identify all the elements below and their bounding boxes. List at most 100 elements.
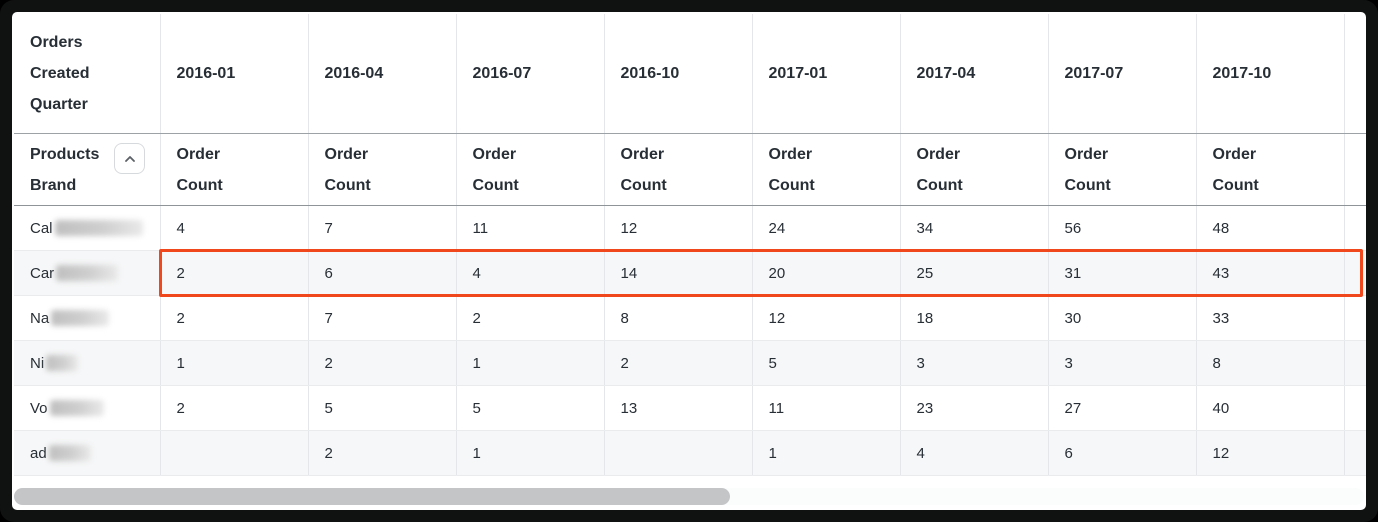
- order-count-cell: [1344, 205, 1366, 251]
- quarter-label: 2016-01: [176, 65, 236, 82]
- chevron-up-icon: [124, 155, 135, 162]
- order-count-cell: 25: [900, 250, 1049, 296]
- quarter-header-cell: [1344, 14, 1366, 134]
- order-count-cell: 3: [900, 340, 1049, 386]
- measure-header-cell: Order Count: [456, 133, 605, 206]
- order-count-cell: 11: [752, 385, 901, 431]
- table-row: Car 2 6 4 14 20 25 31 43: [14, 250, 1366, 296]
- order-count-cell: 4: [456, 250, 605, 296]
- quarter-label: 2017-07: [1064, 65, 1124, 82]
- order-count-cell: 4: [160, 205, 309, 251]
- horizontal-scrollbar-track[interactable]: [14, 488, 1364, 505]
- measure-header-cell: Order Count: [752, 133, 901, 206]
- order-count-cell: 2: [160, 250, 309, 296]
- quarter-header-cell: 2016-04: [308, 14, 457, 134]
- order-count-cell: [1344, 250, 1366, 296]
- measure-label: Order Count: [1064, 145, 1111, 194]
- brand-prefix-label: Ni: [30, 354, 45, 372]
- order-count-cell: [1344, 385, 1366, 431]
- order-count-cell: 13: [604, 385, 753, 431]
- table-row: Cal 4 7 11 12 24 34 56 48: [14, 205, 1366, 251]
- order-count-cell: 33: [1196, 295, 1345, 341]
- order-count-cell: 40: [1196, 385, 1345, 431]
- corner-header-label: Orders Created Quarter: [30, 34, 90, 113]
- measure-label: Order Count: [620, 145, 667, 194]
- order-count-cell: 3: [1048, 340, 1197, 386]
- order-count-cell: 2: [456, 295, 605, 341]
- brand-cell: Cal: [14, 205, 161, 251]
- order-count-cell: 7: [308, 205, 457, 251]
- horizontal-scrollbar-thumb[interactable]: [14, 488, 730, 505]
- order-count-cell: 2: [604, 340, 753, 386]
- table-row: ad 2 1 1 4 6 12: [14, 430, 1366, 476]
- measure-header-cell: Order Count: [160, 133, 309, 206]
- order-count-cell: 2: [160, 385, 309, 431]
- order-count-cell: 8: [604, 295, 753, 341]
- brand-cell: Car: [14, 250, 161, 296]
- quarter-label: 2017-01: [768, 65, 828, 82]
- redacted-brand-text: [54, 219, 143, 236]
- quarter-label: 2017-10: [1212, 65, 1272, 82]
- order-count-cell: 20: [752, 250, 901, 296]
- quarter-header-cell: 2017-07: [1048, 14, 1197, 134]
- quarter-label: 2016-07: [472, 65, 532, 82]
- measure-header-row: Products Brand Order Count Order Count Ord…: [14, 133, 1366, 206]
- order-count-cell: 34: [900, 205, 1049, 251]
- order-count-cell: 1: [456, 340, 605, 386]
- brand-prefix-label: Cal: [30, 219, 53, 237]
- measure-header-cell: Order Count: [900, 133, 1049, 206]
- order-count-cell: 18: [900, 295, 1049, 341]
- order-count-cell: 12: [604, 205, 753, 251]
- quarter-label: 2016-10: [620, 65, 680, 82]
- order-count-cell: [1344, 430, 1366, 476]
- order-count-cell: 30: [1048, 295, 1197, 341]
- collapse-header-button[interactable]: [114, 143, 145, 174]
- order-count-cell: [604, 430, 753, 476]
- quarter-header-cell: 2017-10: [1196, 14, 1345, 134]
- order-count-cell: [1344, 340, 1366, 386]
- quarter-label: 2016-04: [324, 65, 384, 82]
- order-count-cell: 1: [160, 340, 309, 386]
- order-count-cell: 56: [1048, 205, 1197, 251]
- table-row: Ni 1 2 1 2 5 3 3 8: [14, 340, 1366, 386]
- order-count-cell: 7: [308, 295, 457, 341]
- measure-header-cell: Order Count: [1196, 133, 1345, 206]
- measure-header-cell: [1344, 133, 1366, 206]
- quarter-header-cell: 2017-01: [752, 14, 901, 134]
- order-count-cell: 24: [752, 205, 901, 251]
- order-count-cell: 5: [308, 385, 457, 431]
- table-row: Na 2 7 2 8 12 18 30 33: [14, 295, 1366, 341]
- order-count-cell: 2: [308, 430, 457, 476]
- table-body: Cal 4 7 11 12 24 34 56 48 Car 2 6 4 14 20 25 31 43 Na 2 7 2 8 1…: [14, 205, 1366, 476]
- brand-cell: Na: [14, 295, 161, 341]
- order-count-cell: 12: [752, 295, 901, 341]
- brand-prefix-label: Na: [30, 309, 50, 327]
- redacted-brand-text: [51, 309, 110, 326]
- measure-header-cell: Order Count: [604, 133, 753, 206]
- order-count-cell: 4: [900, 430, 1049, 476]
- corner-header-cell: Orders Created Quarter: [14, 14, 161, 134]
- order-count-cell: 1: [456, 430, 605, 476]
- measure-label: Order Count: [472, 145, 519, 194]
- brand-prefix-label: ad: [30, 444, 47, 462]
- measure-header-cell: Order Count: [308, 133, 457, 206]
- redacted-brand-text: [56, 264, 119, 281]
- measure-label: Order Count: [768, 145, 815, 194]
- order-count-cell: 43: [1196, 250, 1345, 296]
- brand-cell: Vo: [14, 385, 161, 431]
- table-row: Vo 2 5 5 13 11 23 27 40: [14, 385, 1366, 431]
- order-count-cell: [1344, 295, 1366, 341]
- brand-cell: Ni: [14, 340, 161, 386]
- order-count-cell: 12: [1196, 430, 1345, 476]
- order-count-cell: 5: [752, 340, 901, 386]
- row-dimension-header-cell: Products Brand: [14, 133, 161, 206]
- order-count-cell: 5: [456, 385, 605, 431]
- table-panel: Orders Created Quarter 2016-01 2016-04 201…: [12, 12, 1366, 510]
- redacted-brand-text: [49, 399, 104, 416]
- order-count-cell: 6: [308, 250, 457, 296]
- measure-label: Order Count: [176, 145, 223, 194]
- order-count-cell: 14: [604, 250, 753, 296]
- pivot-table: Orders Created Quarter 2016-01 2016-04 201…: [14, 14, 1366, 476]
- row-dimension-label: Products Brand: [30, 145, 100, 194]
